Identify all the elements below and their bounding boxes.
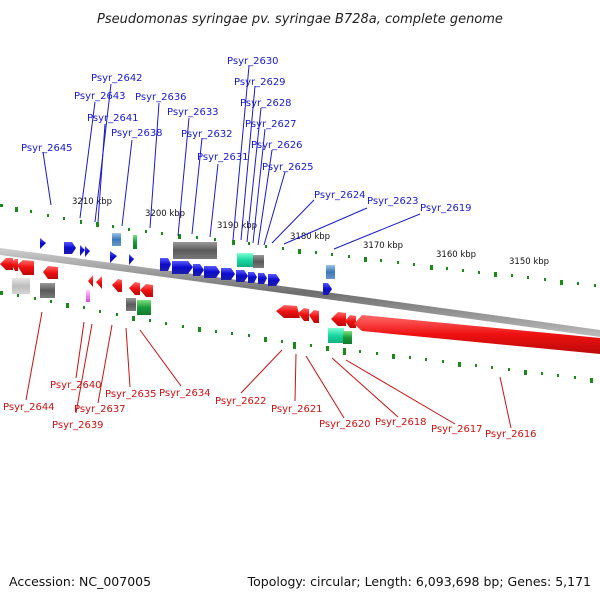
tick-label-3160: 3160 kbp — [436, 250, 476, 260]
feature-green-2634[interactable] — [137, 300, 151, 315]
gene-label-psyr-2631[interactable]: Psyr_2631 — [197, 152, 249, 163]
gene-2627[interactable] — [248, 272, 257, 283]
gene-label-psyr-2643[interactable]: Psyr_2643 — [74, 91, 126, 102]
gene-label-psyr-2637[interactable]: Psyr_2637 — [74, 404, 126, 415]
gene-2634[interactable] — [140, 284, 153, 297]
gene-label-psyr-2630[interactable]: Psyr_2630 — [227, 56, 279, 67]
gene-label-psyr-2624[interactable]: Psyr_2624 — [314, 190, 366, 201]
gene-2621[interactable] — [298, 308, 309, 321]
gene-2644b[interactable] — [11, 259, 18, 271]
gene-label-psyr-2638[interactable]: Psyr_2638 — [111, 128, 163, 139]
gene-label-psyr-2633[interactable]: Psyr_2633 — [167, 107, 219, 118]
gene-2633[interactable] — [160, 258, 171, 271]
outer-tick-row — [0, 204, 596, 287]
gene-label-psyr-2618[interactable]: Psyr_2618 — [375, 417, 427, 428]
tick-label-3170: 3170 kbp — [363, 241, 403, 251]
gene-2644[interactable] — [0, 258, 13, 270]
tick-label-3210: 3210 kbp — [72, 197, 112, 207]
map-title: Pseudomonas syringae pv. syringae B728a,… — [97, 12, 503, 27]
gene-2637[interactable] — [96, 276, 102, 289]
other-features — [12, 233, 352, 344]
gene-label-psyr-2616[interactable]: Psyr_2616 — [485, 429, 537, 440]
gene-2618[interactable] — [331, 312, 346, 326]
feature-teal-2620[interactable] — [328, 328, 344, 343]
gene-2639[interactable] — [88, 275, 93, 287]
gene-2619[interactable] — [323, 283, 332, 295]
gene-label-psyr-2636[interactable]: Psyr_2636 — [135, 92, 187, 103]
tick-labels: 3210 kbp 3200 kbp 3190 kbp 3180 kbp 3170… — [72, 197, 549, 267]
gene-label-psyr-2640[interactable]: Psyr_2640 — [50, 380, 102, 391]
feature-teal-2628[interactable] — [237, 253, 253, 267]
gene-label-psyr-2627[interactable]: Psyr_2627 — [245, 119, 297, 130]
feature-gray-2635[interactable] — [126, 298, 136, 311]
feature-green-2636[interactable] — [133, 235, 137, 249]
gene-label-psyr-2619[interactable]: Psyr_2619 — [420, 203, 472, 214]
gene-2638[interactable] — [110, 251, 117, 263]
gene-label-psyr-2623[interactable]: Psyr_2623 — [367, 196, 419, 207]
gene-label-psyr-2622[interactable]: Psyr_2622 — [215, 396, 267, 407]
gene-2635b[interactable] — [129, 282, 140, 295]
gene-2635[interactable] — [112, 279, 122, 292]
feature-steel-2638[interactable] — [112, 233, 121, 246]
gene-2629[interactable] — [221, 268, 235, 280]
bottom-leader-lines — [25, 311, 512, 429]
tick-label-3190: 3190 kbp — [217, 221, 257, 231]
gene-2622[interactable] — [276, 305, 300, 318]
feature-pink-2639[interactable] — [86, 290, 90, 302]
inner-tick-row — [0, 291, 593, 383]
feature-light-2644[interactable] — [12, 278, 30, 294]
top-leader-lines — [42, 65, 421, 250]
gene-2621b[interactable] — [309, 310, 319, 323]
feature-gray-2627[interactable] — [253, 255, 264, 268]
gene-2632[interactable] — [172, 261, 193, 274]
gene-label-psyr-2644[interactable]: Psyr_2644 — [3, 402, 55, 413]
feature-gray-2640[interactable] — [40, 283, 55, 298]
gene-2631[interactable] — [193, 264, 204, 276]
gene-label-psyr-2628[interactable]: Psyr_2628 — [240, 98, 292, 109]
gene-2641[interactable] — [85, 246, 90, 257]
gene-label-psyr-2625[interactable]: Psyr_2625 — [262, 162, 314, 173]
gene-label-psyr-2634[interactable]: Psyr_2634 — [159, 388, 211, 399]
gene-2642[interactable] — [80, 245, 85, 256]
gene-label-psyr-2645[interactable]: Psyr_2645 — [21, 143, 73, 154]
gene-2640[interactable] — [43, 266, 58, 279]
accession-text: Accession: NC_007005 — [9, 574, 151, 589]
gene-2625[interactable] — [268, 274, 280, 286]
reverse-strand-genes — [0, 258, 600, 354]
gene-2628[interactable] — [236, 270, 248, 282]
gene-2643[interactable] — [64, 242, 76, 254]
gene-label-psyr-2635[interactable]: Psyr_2635 — [105, 389, 157, 400]
gene-2630[interactable] — [204, 266, 220, 278]
feature-gray-2632[interactable] — [173, 242, 217, 259]
gene-2644c[interactable] — [17, 260, 34, 275]
gene-label-psyr-2639[interactable]: Psyr_2639 — [52, 420, 104, 431]
feature-green-2620[interactable] — [343, 331, 352, 344]
gene-label-psyr-2642[interactable]: Psyr_2642 — [91, 73, 143, 84]
gene-2617[interactable] — [345, 315, 356, 328]
gene-label-psyr-2620[interactable]: Psyr_2620 — [319, 419, 371, 430]
topology-text: Topology: circular; Length: 6,093,698 bp… — [247, 574, 591, 589]
gene-label-psyr-2621[interactable]: Psyr_2621 — [271, 404, 323, 415]
bottom-gene-labels: Psyr_2644 Psyr_2640 Psyr_2639 Psyr_2637 … — [3, 380, 537, 440]
top-gene-labels: Psyr_2645 Psyr_2643 Psyr_2642 Psyr_2641 … — [21, 56, 472, 214]
feature-steel-2623[interactable] — [326, 265, 335, 279]
tick-label-3180: 3180 kbp — [290, 232, 330, 242]
tick-label-3200: 3200 kbp — [145, 209, 185, 219]
gene-label-psyr-2626[interactable]: Psyr_2626 — [251, 140, 303, 151]
gene-2645[interactable] — [40, 238, 46, 249]
gene-2616[interactable] — [354, 315, 600, 354]
forward-strand-genes — [40, 238, 332, 295]
gene-label-psyr-2632[interactable]: Psyr_2632 — [181, 129, 233, 140]
tick-label-3150: 3150 kbp — [509, 257, 549, 267]
gene-2636[interactable] — [129, 254, 134, 265]
gene-label-psyr-2641[interactable]: Psyr_2641 — [87, 113, 139, 124]
genome-backbone — [0, 248, 600, 337]
gene-2626[interactable] — [258, 273, 267, 284]
gene-label-psyr-2617[interactable]: Psyr_2617 — [431, 424, 483, 435]
gene-label-psyr-2629[interactable]: Psyr_2629 — [234, 77, 286, 88]
